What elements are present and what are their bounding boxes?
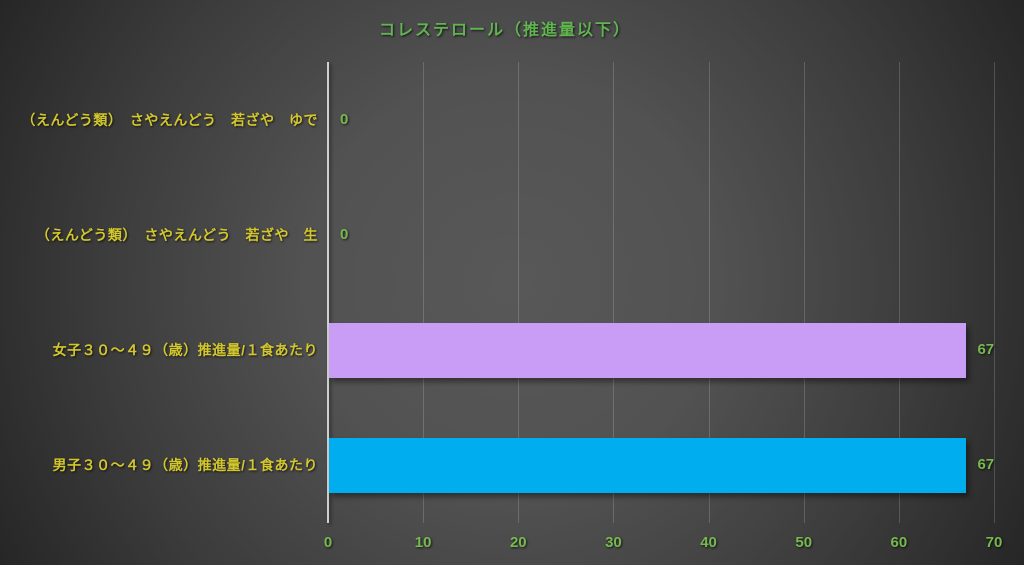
x-tick-label: 60 xyxy=(890,534,908,551)
x-tick-label: 70 xyxy=(985,534,1003,551)
value-label: 0 xyxy=(340,225,349,243)
x-tick-label: 30 xyxy=(605,534,622,551)
category-label: （えんどう類） さやえんどう 若ざや 生 xyxy=(35,226,318,243)
gridline xyxy=(898,62,900,523)
value-label: 67 xyxy=(977,456,995,474)
value-label: 67 xyxy=(977,341,995,359)
gridline xyxy=(803,62,805,523)
x-tick-label: 40 xyxy=(700,534,717,551)
category-label: 女子３０～４９（歳）推進量/１食あたり xyxy=(52,342,318,359)
y-axis-line xyxy=(327,62,329,523)
gridline xyxy=(423,62,425,523)
value-label: 0 xyxy=(340,110,349,128)
gridline xyxy=(518,62,520,523)
x-tick-label: 50 xyxy=(795,534,813,551)
x-tick-label: 20 xyxy=(509,534,527,551)
category-label: 男子３０～４９（歳）推進量/１食あたり xyxy=(52,457,318,474)
chart-title: コレステロール（推進量以下） xyxy=(378,22,631,39)
gridline xyxy=(994,62,995,523)
x-tick-label: 0 xyxy=(323,534,333,551)
x-tick-label: 10 xyxy=(414,534,432,551)
bar xyxy=(329,322,967,378)
category-label: （えんどう類） さやえんどう 若ざや ゆで xyxy=(21,111,318,128)
gridline xyxy=(708,62,710,523)
bar xyxy=(329,437,967,493)
gridline xyxy=(613,62,615,523)
